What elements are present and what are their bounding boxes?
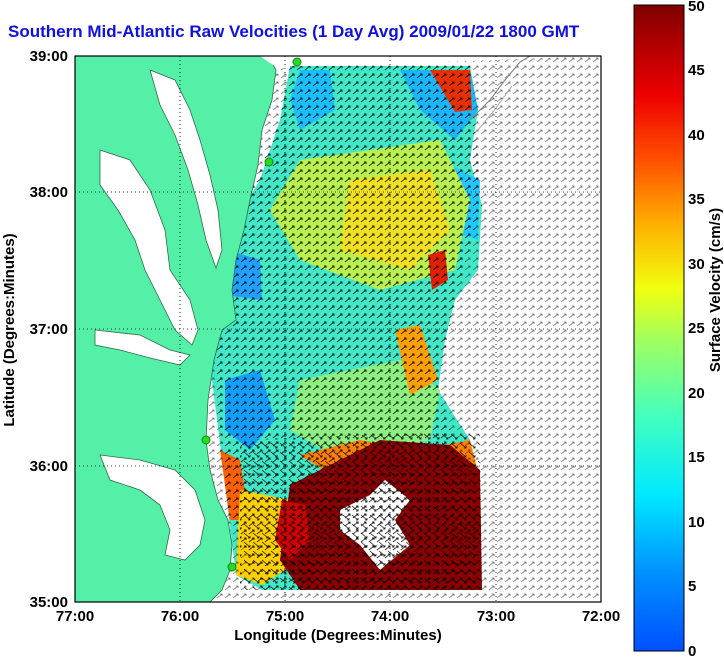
shelf-contour xyxy=(469,56,531,121)
colorbar-tick: 15 xyxy=(688,449,705,466)
x-axis: 77:00 76:00 75:00 74:00 73:00 72:00 Long… xyxy=(56,608,620,644)
radar-station-marker xyxy=(264,157,274,167)
colorbar-tick: 25 xyxy=(688,320,705,337)
x-tick-label: 72:00 xyxy=(582,608,620,625)
y-tick-label: 36:00 xyxy=(30,458,68,475)
colorbar: 50 45 40 35 30 25 20 15 10 5 0 Surface V… xyxy=(633,0,724,659)
x-axis-label: Longitude (Degrees:Minutes) xyxy=(234,627,442,644)
x-tick-label: 74:00 xyxy=(371,608,409,625)
radar-station-marker xyxy=(227,562,237,572)
x-tick-label: 75:00 xyxy=(266,608,304,625)
colorbar-label: Surface Velocity (cm/s) xyxy=(707,208,724,372)
colorbar-tick: 45 xyxy=(688,62,705,79)
grid-lines xyxy=(75,56,601,602)
x-tick-label: 77:00 xyxy=(56,608,94,625)
y-tick-label: 35:00 xyxy=(30,594,68,611)
colorbar-tick: 20 xyxy=(688,385,705,402)
colorbar-tick: 5 xyxy=(688,578,696,595)
x-tick-label: 73:00 xyxy=(477,608,515,625)
map-title: Southern Mid-Atlantic Raw Velocities (1 … xyxy=(8,22,580,41)
y-tick-label: 37:00 xyxy=(30,321,68,338)
y-tick-label: 38:00 xyxy=(30,184,68,201)
colorbar-tick: 40 xyxy=(688,127,705,144)
y-tick-label: 39:00 xyxy=(30,48,68,65)
radar-station-marker xyxy=(292,57,302,67)
x-tick-label: 76:00 xyxy=(161,608,199,625)
colorbar-tick: 0 xyxy=(688,643,696,659)
plot-frame xyxy=(74,55,602,603)
y-axis-label: Latitude (Degrees:Minutes) xyxy=(1,233,18,426)
colorbar-tick: 30 xyxy=(688,256,705,273)
colorbar-tick: 35 xyxy=(688,191,705,208)
colorbar-tick: 50 xyxy=(688,0,705,15)
colorbar-gradient xyxy=(633,4,685,652)
y-axis: 39:00 38:00 37:00 36:00 35:00 Latitude (… xyxy=(1,48,68,611)
radar-station-marker xyxy=(201,435,211,445)
colorbar-tick: 10 xyxy=(688,514,705,531)
